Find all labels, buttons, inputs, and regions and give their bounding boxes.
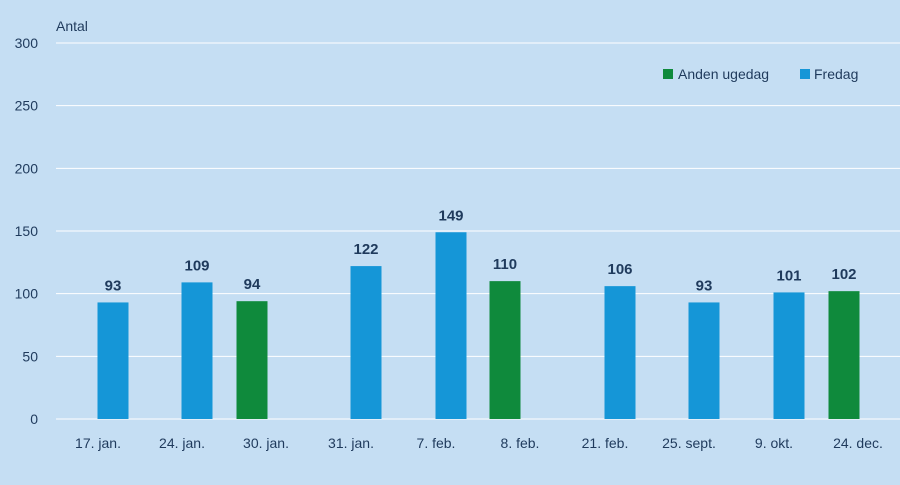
bar: [828, 291, 860, 419]
bar: [773, 292, 805, 419]
data-label: 122: [353, 241, 378, 258]
bar: [489, 281, 521, 419]
data-label: 102: [831, 266, 856, 283]
x-tick-label: 7. feb.: [417, 435, 456, 451]
legend-label: Anden ugedag: [678, 66, 769, 82]
data-label: 93: [696, 277, 713, 294]
legend-swatch: [663, 69, 673, 79]
bars: [97, 232, 860, 419]
x-axis: 17. jan. 24. jan. 30. jan. 31. jan. 7. feb. 8…: [75, 435, 883, 451]
x-tick-label: 9. okt.: [755, 435, 793, 451]
x-tick-label: 30. jan.: [243, 435, 289, 451]
legend-swatch: [800, 69, 810, 79]
y-tick-label: 200: [15, 160, 39, 176]
x-tick-label: 25. sept.: [662, 435, 716, 451]
x-tick-label: 21. feb.: [582, 435, 629, 451]
x-tick-label: 17. jan.: [75, 435, 121, 451]
y-tick-label: 50: [22, 348, 38, 364]
data-label: 149: [438, 207, 463, 224]
data-label: 106: [607, 261, 632, 278]
y-axis: 0 50 100 150 200 250 300: [15, 35, 39, 427]
data-label: 109: [184, 257, 209, 274]
bar: [350, 266, 382, 419]
y-tick-label: 0: [30, 411, 38, 427]
x-tick-label: 24. dec.: [833, 435, 883, 451]
y-tick-label: 100: [15, 286, 39, 302]
data-label: 110: [493, 256, 517, 273]
data-label: 94: [244, 276, 261, 293]
legend: Anden ugedag Fredag: [663, 66, 858, 82]
data-label: 93: [105, 277, 122, 294]
y-tick-label: 250: [15, 98, 39, 114]
bar: [435, 232, 467, 419]
x-tick-label: 8. feb.: [501, 435, 540, 451]
bar: [236, 301, 268, 419]
y-axis-label: Antal: [56, 18, 88, 34]
bar: [181, 282, 213, 419]
legend-label: Fredag: [814, 66, 858, 82]
bar: [97, 302, 129, 419]
bar: [604, 286, 636, 419]
y-tick-label: 300: [15, 35, 39, 51]
data-label: 101: [776, 267, 801, 284]
x-tick-label: 24. jan.: [159, 435, 205, 451]
bar: [688, 302, 720, 419]
data-labels: 93 109 94 122 149 110 106 93 101 102: [105, 207, 857, 294]
y-tick-label: 150: [15, 223, 39, 239]
x-tick-label: 31. jan.: [328, 435, 374, 451]
